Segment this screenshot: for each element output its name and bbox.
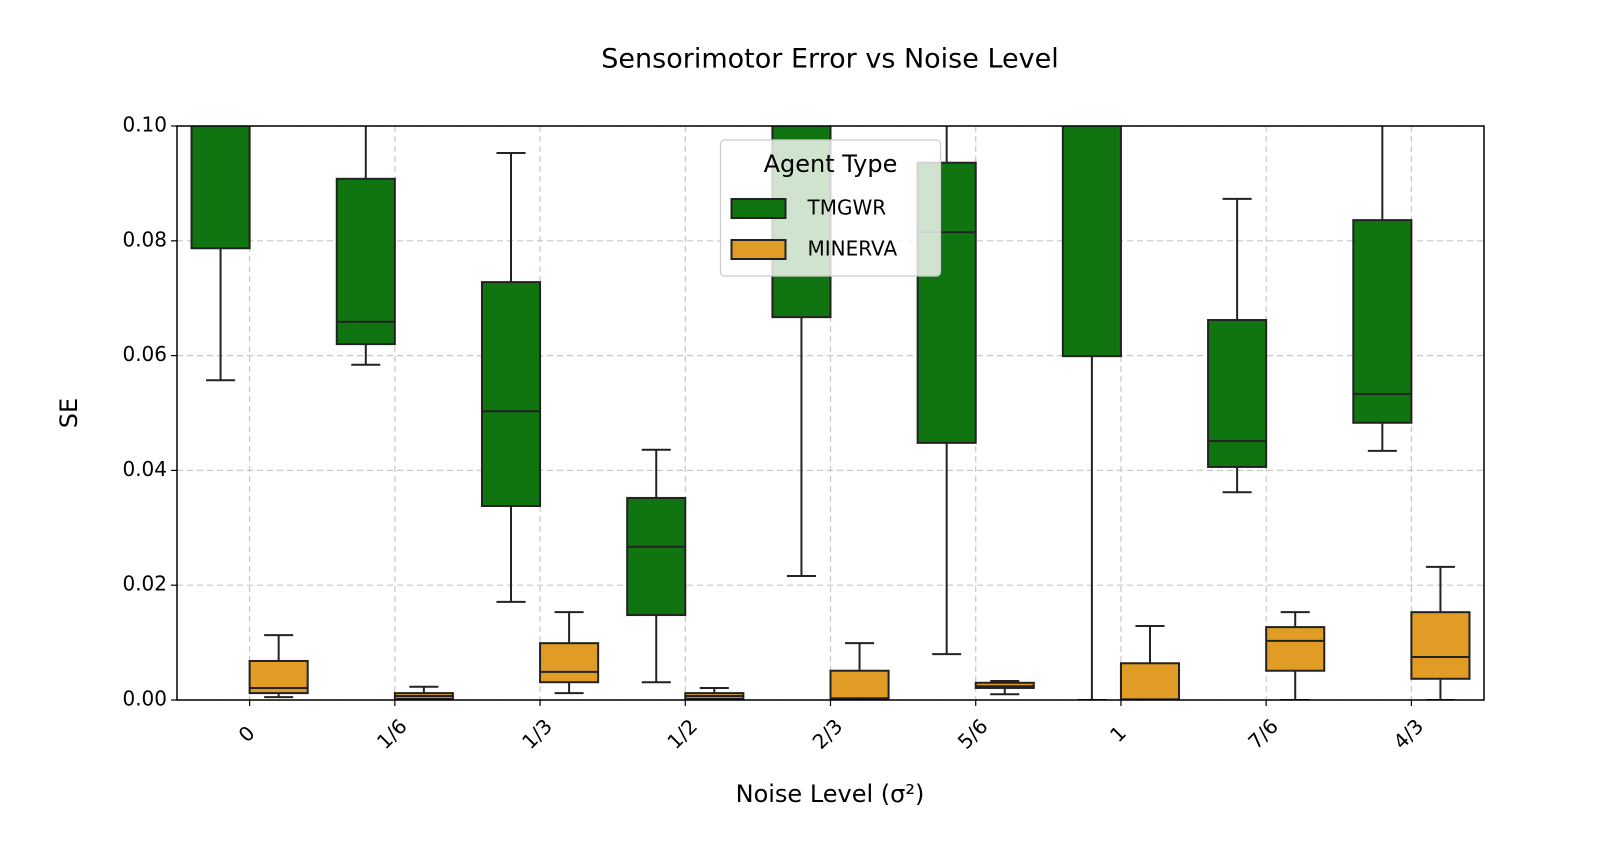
y-tick-label: 0.06 — [122, 342, 167, 366]
y-tick-label: 0.00 — [122, 687, 167, 711]
legend-swatch — [730, 198, 787, 219]
box — [1061, 126, 1122, 358]
box — [626, 496, 687, 617]
box — [1410, 611, 1471, 680]
box — [1207, 319, 1268, 468]
box — [829, 669, 890, 700]
legend-title: Agent Type — [764, 150, 898, 178]
box — [190, 126, 251, 250]
legend: Agent Type TMGWR MINERVA — [719, 139, 942, 277]
box — [1119, 662, 1181, 700]
chart-title: Sensorimotor Error vs Noise Level — [601, 44, 1058, 75]
box — [539, 642, 600, 684]
y-tick-label: 0.08 — [122, 227, 167, 251]
y-axis-label: SE — [55, 398, 83, 428]
legend-label: MINERVA — [808, 237, 898, 261]
legend-swatch — [730, 239, 787, 260]
box — [916, 161, 977, 444]
box — [480, 281, 542, 507]
y-tick-label: 0.02 — [122, 572, 167, 596]
legend-label: TMGWR — [807, 196, 887, 220]
box — [1352, 219, 1413, 424]
x-axis-label: Noise Level (σ²) — [736, 780, 925, 808]
box — [335, 177, 396, 346]
y-tick-label: 0.10 — [122, 113, 167, 137]
box — [1265, 626, 1326, 672]
y-tick-label: 0.04 — [122, 457, 167, 481]
